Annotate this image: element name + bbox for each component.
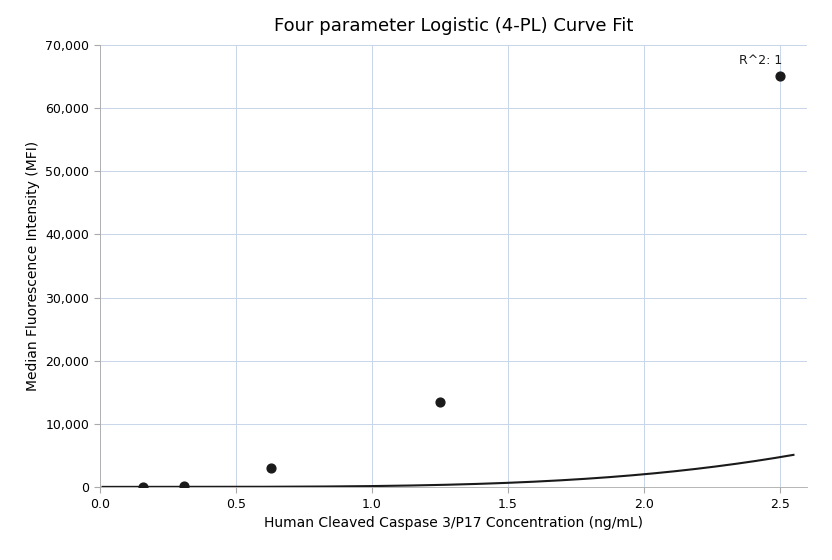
Text: R^2: 1: R^2: 1 [739,54,782,67]
Point [433,398,447,407]
Title: Four parameter Logistic (4-PL) Curve Fit: Four parameter Logistic (4-PL) Curve Fit [274,17,633,35]
Point [265,464,278,473]
Point [773,72,786,81]
Point [177,481,191,490]
Y-axis label: Median Fluorescence Intensity (MFI): Median Fluorescence Intensity (MFI) [26,141,40,391]
X-axis label: Human Cleaved Caspase 3/P17 Concentration (ng/mL): Human Cleaved Caspase 3/P17 Concentratio… [264,516,643,530]
Point [136,482,150,491]
